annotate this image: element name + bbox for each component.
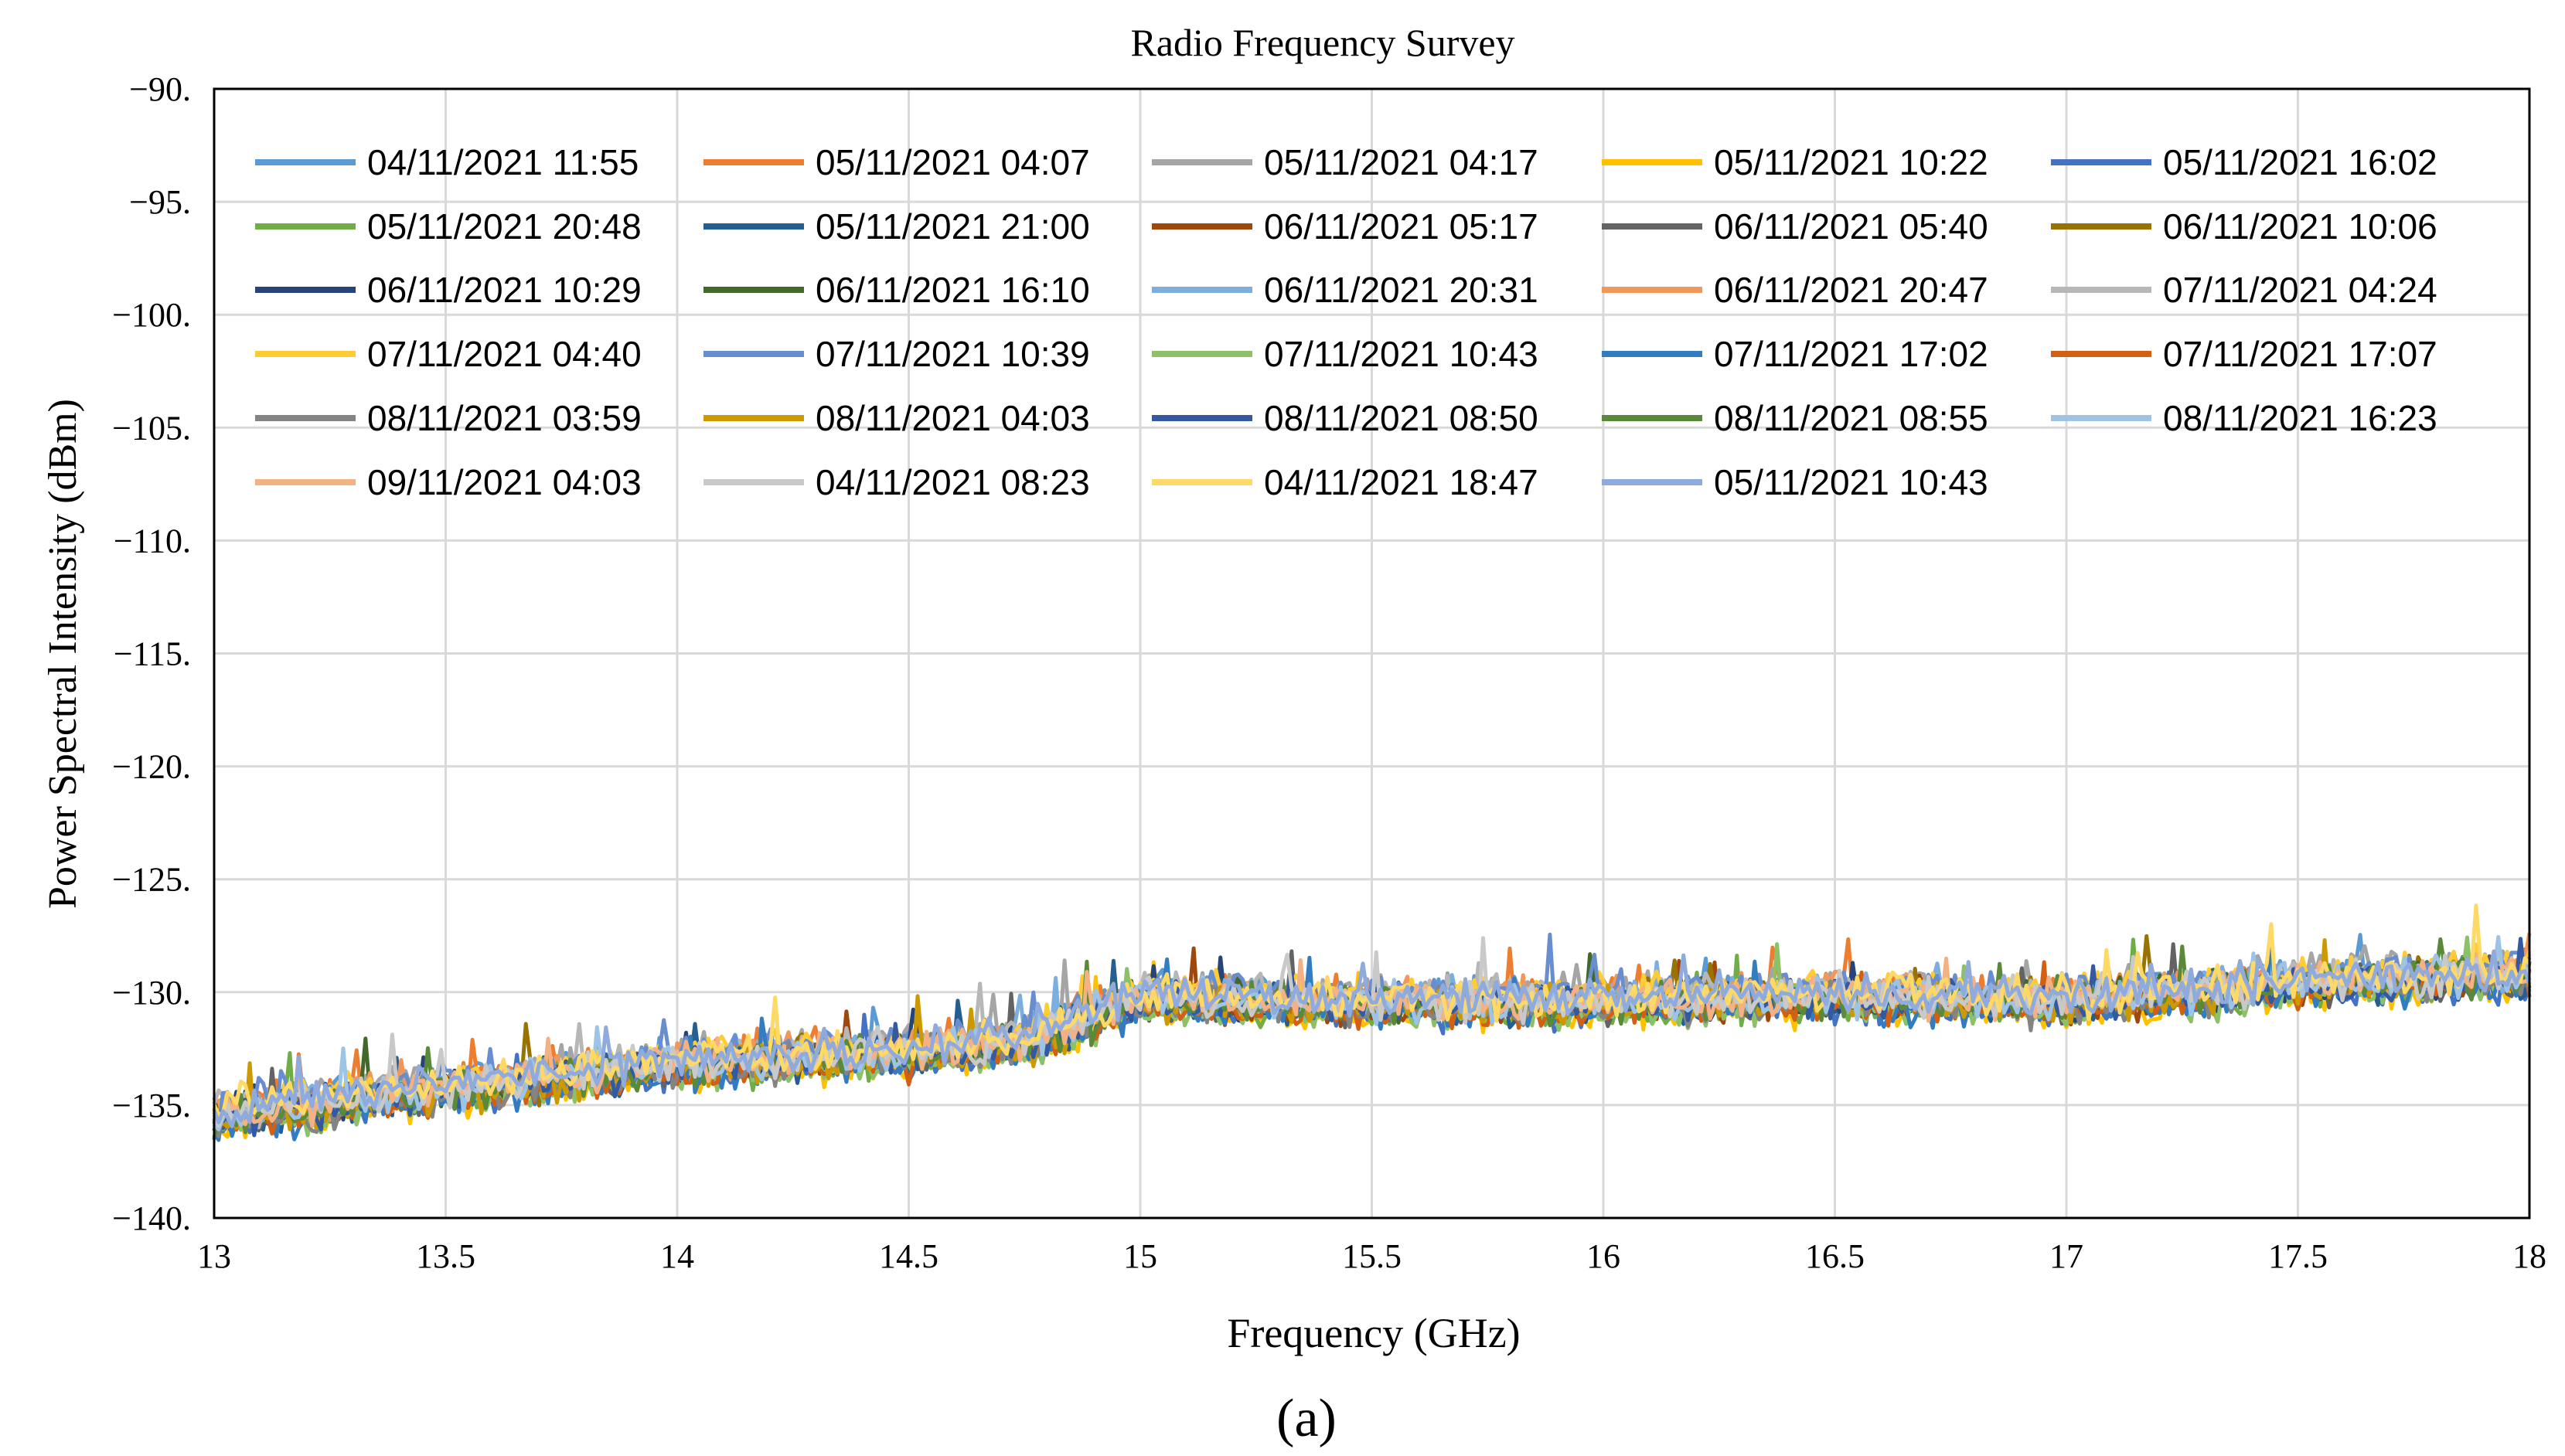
legend-label: 08/11/2021 03:59 — [367, 398, 642, 438]
legend-label: 05/11/2021 10:22 — [1714, 142, 1988, 182]
x-tick-label: 18 — [2512, 1237, 2546, 1275]
legend-label: 08/11/2021 04:03 — [816, 398, 1090, 438]
legend-label: 06/11/2021 16:10 — [816, 270, 1090, 310]
figure-caption: (a) — [1276, 1389, 1337, 1448]
x-tick-label: 17.5 — [2268, 1237, 2328, 1275]
legend-label: 07/11/2021 04:24 — [2163, 270, 2437, 310]
chart-title: Radio Frequency Survey — [1130, 21, 1514, 64]
x-tick-label: 15.5 — [1342, 1237, 1402, 1275]
legend-label: 04/11/2021 11:55 — [367, 142, 639, 182]
series-line — [212, 949, 2532, 1128]
y-axis-ticks: −90. −95. −100. −105. −110. −115. −120. −125. −1… — [112, 70, 191, 1237]
series-line — [212, 903, 2531, 1118]
legend-label: 08/11/2021 08:55 — [1714, 398, 1988, 438]
x-tick-label: 16.5 — [1805, 1237, 1865, 1275]
y-tick-label: −125. — [112, 861, 191, 899]
x-tick-label: 15 — [1123, 1237, 1157, 1275]
y-tick-label: −90. — [129, 70, 191, 108]
x-tick-label: 17 — [2049, 1237, 2083, 1275]
legend-label: 04/11/2021 18:47 — [1264, 462, 1538, 502]
y-tick-label: −110. — [114, 522, 191, 560]
x-tick-label: 14 — [660, 1237, 694, 1275]
legend-label: 06/11/2021 20:31 — [1264, 270, 1538, 310]
y-tick-label: −120. — [112, 748, 191, 786]
legend-label: 05/11/2021 21:00 — [816, 206, 1090, 247]
legend-label: 05/11/2021 10:43 — [1714, 462, 1988, 502]
series-lines — [212, 903, 2532, 1142]
legend-label: 06/11/2021 10:29 — [367, 270, 642, 310]
legend-label: 05/11/2021 20:48 — [367, 206, 642, 247]
y-tick-label: −130. — [112, 974, 191, 1012]
y-tick-label: −95. — [129, 183, 191, 221]
legend-label: 07/11/2021 17:02 — [1714, 334, 1988, 374]
y-tick-label: −115. — [114, 635, 191, 673]
x-tick-label: 16 — [1586, 1237, 1620, 1275]
legend-label: 05/11/2021 16:02 — [2163, 142, 2437, 182]
y-tick-label: −100. — [112, 296, 191, 334]
legend-label: 07/11/2021 10:43 — [1264, 334, 1538, 374]
legend-label: 05/11/2021 04:07 — [816, 142, 1090, 182]
x-tick-label: 13 — [197, 1237, 231, 1275]
y-tick-label: −140. — [112, 1199, 191, 1237]
x-axis-label: Frequency (GHz) — [1227, 1310, 1520, 1356]
legend-label: 07/11/2021 17:07 — [2163, 334, 2437, 374]
legend-label: 05/11/2021 04:17 — [1264, 142, 1538, 182]
legend-label: 04/11/2021 08:23 — [816, 462, 1090, 502]
y-tick-label: −105. — [112, 409, 191, 447]
legend-label: 07/11/2021 04:40 — [367, 334, 642, 374]
x-tick-label: 14.5 — [879, 1237, 938, 1275]
legend-label: 06/11/2021 05:40 — [1714, 206, 1988, 247]
legend-label: 09/11/2021 04:03 — [367, 462, 642, 502]
legend-label: 06/11/2021 10:06 — [2163, 206, 2437, 247]
legend-label: 06/11/2021 20:47 — [1714, 270, 1988, 310]
plot-frame — [213, 87, 2531, 1220]
x-axis-ticks: 13 13.5 14 14.5 15 15.5 16 16.5 17 17.5 18 — [197, 1237, 2546, 1275]
y-axis-label: Power Spectral Intensity (dBm) — [41, 399, 85, 909]
legend-label: 07/11/2021 10:39 — [816, 334, 1090, 374]
legend-label: 06/11/2021 05:17 — [1264, 206, 1538, 247]
y-tick-label: −135. — [112, 1087, 191, 1124]
legend: 04/11/2021 11:55 05/11/2021 04:07 05/11/20… — [255, 142, 2437, 502]
legend-label: 08/11/2021 08:50 — [1264, 398, 1538, 438]
legend-label: 08/11/2021 16:23 — [2163, 398, 2437, 438]
x-tick-label: 13.5 — [416, 1237, 475, 1275]
